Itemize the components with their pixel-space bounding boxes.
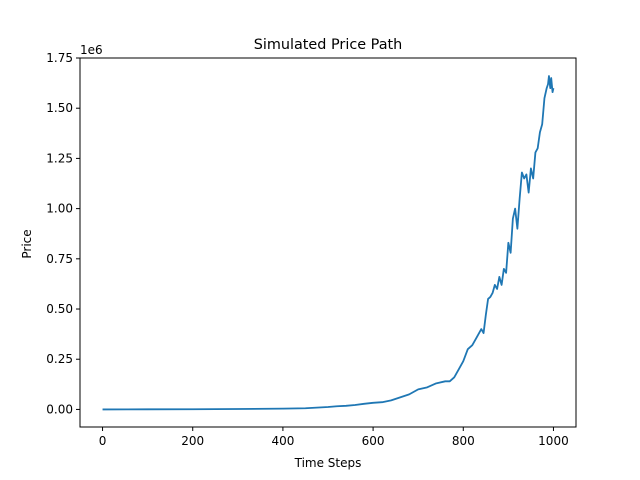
series-layer: [102, 75, 555, 411]
plot-frame: [79, 57, 577, 428]
chart-title: Simulated Price Path: [254, 37, 403, 53]
x-tick-label: 0: [99, 434, 107, 448]
x-axis-label: Time Steps: [294, 456, 362, 470]
y-tick-label: 0.25: [46, 352, 73, 366]
x-tick-label: 600: [362, 434, 385, 448]
y-axis-label: Price: [20, 229, 34, 258]
y-offset-label: 1e6: [80, 43, 103, 57]
y-tick-label: 1.75: [46, 51, 73, 65]
x-tick-label: 1000: [538, 434, 569, 448]
y-tick-label: 0.50: [46, 302, 73, 316]
y-tick-label: 1.25: [46, 151, 73, 165]
x-axis-ticks: 0 200 400 600 800 1000: [99, 427, 569, 448]
y-tick-label: 1.00: [46, 202, 73, 216]
x-tick-label: 200: [181, 434, 204, 448]
y-tick-label: 1.50: [46, 101, 73, 115]
y-tick-label: 0.00: [46, 402, 73, 416]
x-tick-label: 800: [452, 434, 475, 448]
y-axis-ticks: 0.00 0.25 0.50 0.75 1.00 1.25 1.50 1.75: [46, 51, 80, 416]
x-tick-label: 400: [271, 434, 294, 448]
y-tick-label: 0.75: [46, 252, 73, 266]
series-line: [102, 75, 555, 411]
